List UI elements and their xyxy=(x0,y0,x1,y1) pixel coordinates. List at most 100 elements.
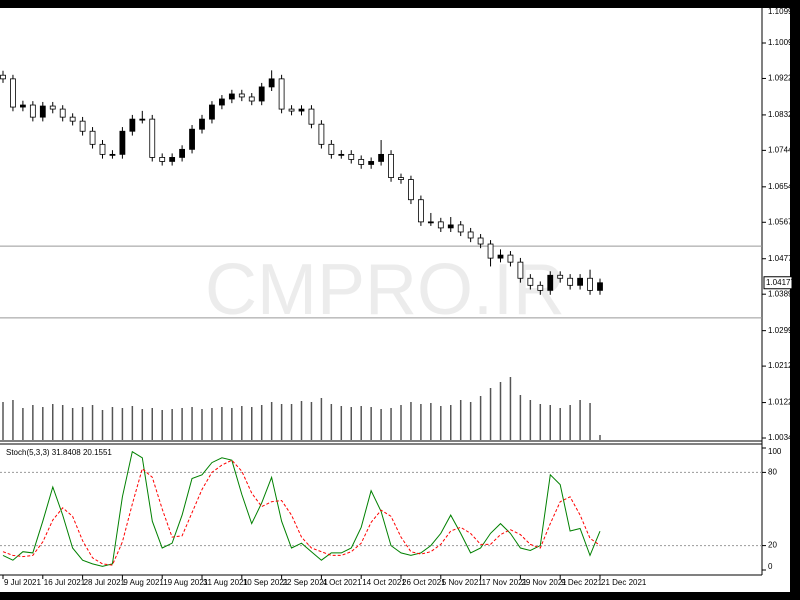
x-tick-label: 9 Dec 2021 xyxy=(561,578,602,587)
y-tick-label: 1.00345 xyxy=(768,433,797,442)
candle-body xyxy=(69,116,76,122)
candle-body xyxy=(129,118,136,132)
y-tick-label: 0 xyxy=(768,562,773,571)
candle-body xyxy=(248,96,255,102)
candle-body xyxy=(517,261,524,279)
chart-background xyxy=(0,8,790,592)
candle-body xyxy=(169,157,176,162)
candle-body xyxy=(447,224,454,229)
candle-body xyxy=(587,277,593,291)
y-tick-label: 1.10095 xyxy=(768,38,797,47)
y-tick-label: 1.06545 xyxy=(768,182,797,191)
candle-body xyxy=(457,224,464,233)
x-tick-label: 5 Nov 2021 xyxy=(442,578,483,587)
candle-body xyxy=(368,161,375,165)
candle-body xyxy=(59,108,66,118)
candle-body xyxy=(109,153,116,156)
candle-body xyxy=(497,254,504,259)
candle-body xyxy=(99,143,106,155)
candle-body xyxy=(29,104,36,118)
candle-body xyxy=(507,254,514,263)
candle-body xyxy=(577,277,583,286)
x-tick-label: 9 Aug 2021 xyxy=(123,578,164,587)
candle-body xyxy=(159,157,166,162)
candle-body xyxy=(318,123,325,145)
candle-body xyxy=(547,274,554,291)
price-label-box xyxy=(763,276,793,290)
candle-body xyxy=(408,179,414,201)
y-tick-label: 1.07445 xyxy=(768,145,797,154)
y-tick-label: 100 xyxy=(768,447,782,456)
x-tick-label: 14 Oct 2021 xyxy=(362,578,406,587)
x-tick-label: 21 Dec 2021 xyxy=(601,578,647,587)
watermark: CMPRO.IR xyxy=(205,250,565,330)
x-tick-label: 28 Jul 2021 xyxy=(84,578,126,587)
candle-body xyxy=(537,284,544,291)
x-tick-label: 19 Aug 2021 xyxy=(163,578,208,587)
x-tick-label: 31 Aug 2021 xyxy=(203,578,248,587)
x-tick-label: 16 Jul 2021 xyxy=(44,578,86,587)
candle-body xyxy=(209,104,215,120)
candle-body xyxy=(338,153,345,156)
candle-body xyxy=(149,118,156,158)
candle-body xyxy=(288,108,295,112)
x-tick-label: 4 Oct 2021 xyxy=(322,578,362,587)
x-tick-label: 9 Jul 2021 xyxy=(4,578,41,587)
candle-body xyxy=(278,78,285,110)
stoch-line xyxy=(2,450,601,567)
y-tick-label: 1.05670 xyxy=(768,217,797,226)
candle-body xyxy=(0,74,6,80)
candle-body xyxy=(358,159,365,165)
x-tick-label: 29 Nov 2021 xyxy=(521,578,567,587)
candle-body xyxy=(348,153,355,160)
y-tick-label: 1.09220 xyxy=(768,74,797,83)
x-tick-label: 17 Nov 2021 xyxy=(482,578,528,587)
candle-body xyxy=(139,118,146,121)
y-tick-label: 1.08320 xyxy=(768,110,797,119)
y-tick-label: 1.02120 xyxy=(768,361,797,370)
y-tick-label: 1.10995 xyxy=(768,7,797,16)
candle-body xyxy=(527,277,534,286)
candle-body xyxy=(199,118,205,130)
candle-body xyxy=(328,143,335,155)
y-tick-label: 1.04770 xyxy=(768,254,797,263)
current-price: 1.04177 xyxy=(766,278,795,287)
candle-body xyxy=(567,277,574,286)
candle-body xyxy=(597,282,603,291)
x-tick-label: 22 Sep 2021 xyxy=(283,578,329,587)
candle-body xyxy=(398,177,404,180)
y-tick-label: 80 xyxy=(768,468,777,477)
candle-body xyxy=(228,93,235,100)
candle-body xyxy=(477,237,484,245)
candle-body xyxy=(427,221,434,224)
candle-body xyxy=(258,86,265,102)
candle-body xyxy=(437,221,444,229)
indicator-title: Stoch(5,3,3) 31.8408 20.1551 xyxy=(6,448,112,457)
candle-body xyxy=(179,148,186,158)
candle-body xyxy=(378,153,385,162)
candle-body xyxy=(308,108,315,125)
candle-body xyxy=(89,130,96,145)
candle-body xyxy=(189,128,195,150)
candle-body xyxy=(119,130,126,155)
x-tick-label: 10 Sep 2021 xyxy=(243,578,289,587)
candle-body xyxy=(557,274,564,279)
candle-body xyxy=(10,78,16,108)
y-tick-label: 1.03895 xyxy=(768,289,797,298)
x-tick-label: 26 Oct 2021 xyxy=(402,578,446,587)
candle-body xyxy=(467,231,474,239)
candle-body xyxy=(39,105,46,118)
candle-body xyxy=(388,153,394,178)
candle-body xyxy=(218,98,225,106)
candle-body xyxy=(79,120,86,132)
y-tick-label: 1.02995 xyxy=(768,326,797,335)
candle-body xyxy=(417,199,424,223)
candle-body xyxy=(19,104,26,108)
stoch-line xyxy=(2,459,601,566)
candle-body xyxy=(238,93,245,98)
candle-body xyxy=(487,243,494,259)
candle-body xyxy=(49,105,56,110)
candle-body xyxy=(298,108,305,112)
